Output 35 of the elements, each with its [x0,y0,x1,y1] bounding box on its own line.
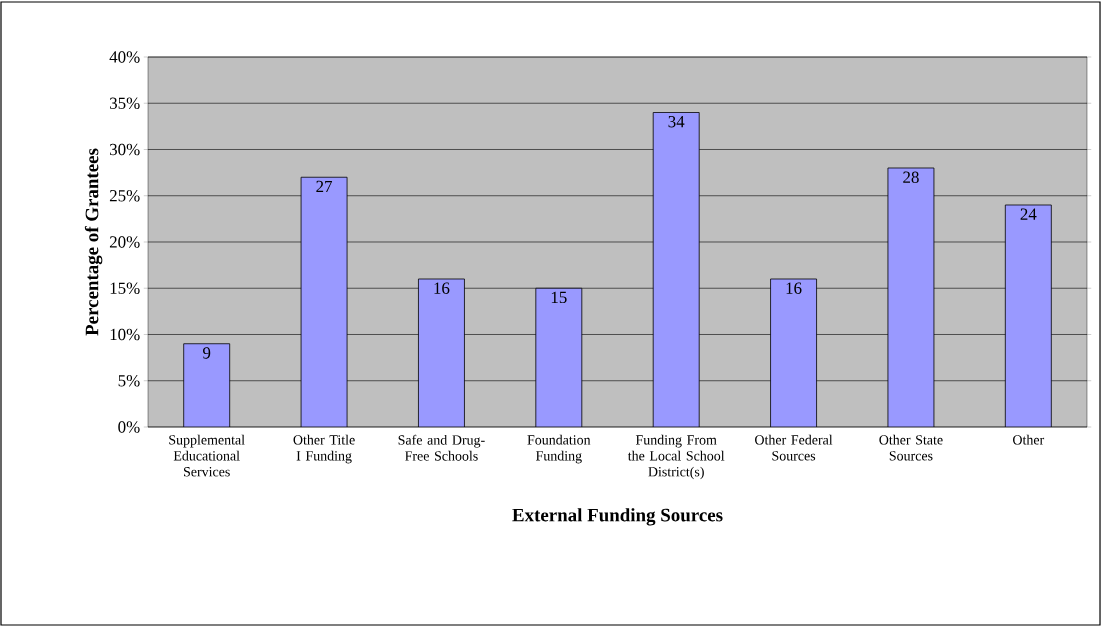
x-tick-label: Foundation Funding [527,434,591,464]
bar [183,343,231,427]
bar [652,112,700,427]
data-label: 16 [786,282,802,294]
y-tick-label: 0% [118,421,140,433]
data-label: 16 [434,282,450,294]
y-tick-label: 40% [109,51,140,63]
x-tick-label: Other State Sources [879,434,943,461]
data-label: 15 [551,291,567,304]
bar [1004,204,1052,427]
x-tick-label: Safe and Drug-Free Schools [398,434,485,461]
bar [300,176,348,427]
bar [535,287,583,427]
x-tick-label: Supplemental Educational Services [169,434,245,477]
data-label: 24 [1020,208,1037,220]
x-tick-label: Other Title I Funding [293,434,355,464]
y-tick-label: 5% [118,375,140,387]
y-tick-label: 15% [110,282,140,294]
x-axis-title: External Funding Sources [512,508,723,526]
x-tick-label: Funding From the Local School District(s) [627,434,725,480]
x-tick-label: Other [1013,434,1045,445]
data-label: 27 [316,180,333,192]
y-tick-label: 10% [110,328,140,341]
bar [887,167,935,427]
y-axis-title: Percentage of Grantees [84,148,103,336]
y-tick-label: 20% [109,236,140,248]
data-label: 34 [668,116,685,128]
data-label: 28 [903,171,919,183]
bar [770,278,817,427]
y-tick-label: 30% [110,143,140,156]
x-tick-label: Other Federal Sources [755,434,833,461]
bar [418,278,465,427]
y-tick-label: 35% [110,97,140,109]
y-tick-label: 25% [109,190,140,202]
data-label: 9 [203,347,211,359]
